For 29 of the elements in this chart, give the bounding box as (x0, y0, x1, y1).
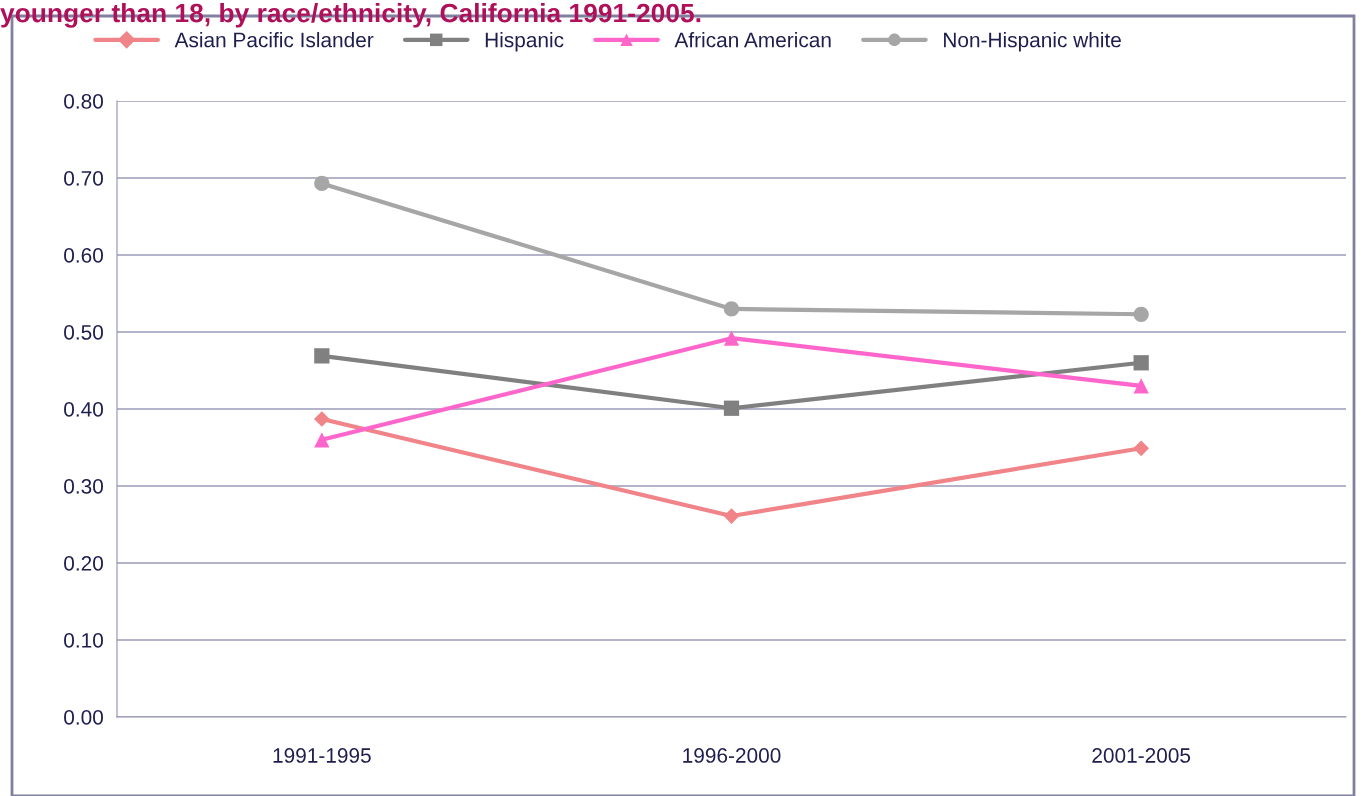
y-tick-label: 0.00 (64, 710, 103, 725)
y-tick-label: 0.10 (64, 633, 103, 648)
legend-label: African American (674, 32, 831, 48)
x-tick-label: 1996-2000 (683, 748, 781, 763)
y-tick-label: 0.30 (64, 479, 103, 494)
point (1133, 440, 1150, 457)
point (723, 301, 740, 317)
x-tick-label: 1991-1995 (273, 748, 371, 763)
y-tick-label: 0.70 (64, 171, 103, 186)
point (723, 330, 740, 346)
point (313, 411, 330, 427)
y-tick-label: 0.40 (64, 402, 103, 417)
legend-label: Non-Hispanic white (944, 32, 1121, 52)
legend-label: Hispanic (485, 32, 564, 52)
point (723, 400, 740, 416)
point (314, 175, 330, 192)
chart-title: younger than 18, by race/ethnicity, California 1991-2005. (0, 3, 701, 28)
y-tick-label: 0.20 (64, 556, 103, 571)
point (1133, 306, 1149, 322)
legend-label: Asian Pacific Islander (174, 32, 374, 48)
y-tick-label: 0.50 (64, 325, 103, 340)
y-tick-label: 0.60 (64, 248, 103, 263)
point (314, 432, 330, 448)
y-tick-label: 0.80 (64, 94, 103, 109)
point (314, 348, 330, 364)
point (723, 508, 740, 524)
point (1133, 378, 1149, 394)
x-tick-label: 2001-2005 (1092, 748, 1191, 763)
point (1133, 355, 1149, 371)
